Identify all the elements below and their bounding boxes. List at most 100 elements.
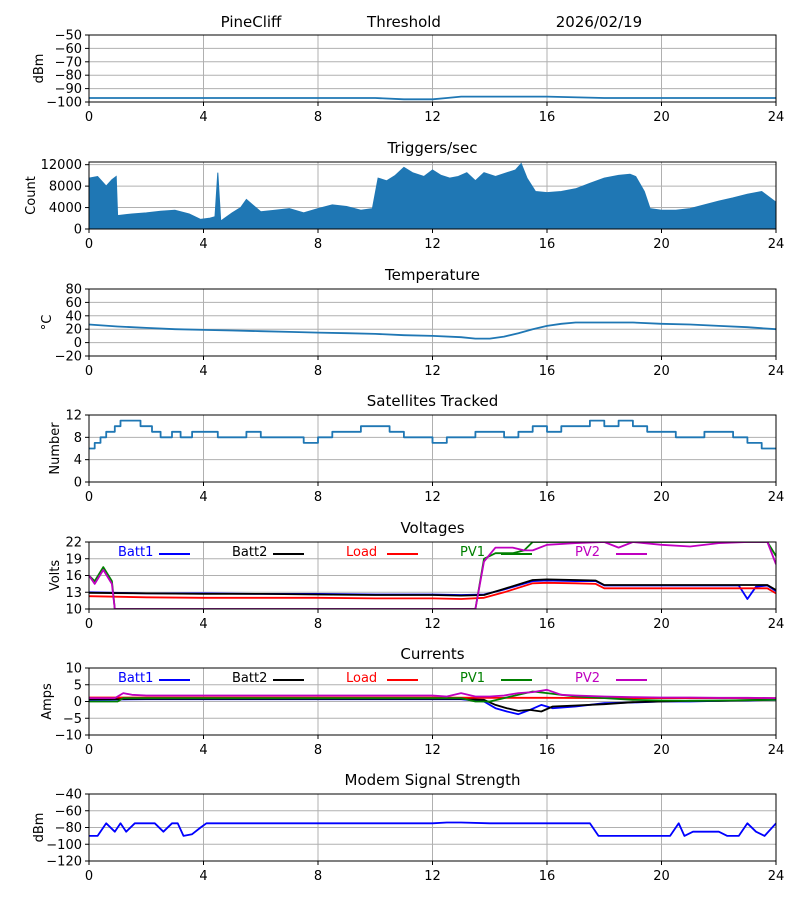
y-tick-label: −20 (55, 350, 82, 365)
y-tick-label: −10 (55, 729, 82, 744)
plot-area (89, 162, 776, 229)
plot-area (89, 542, 776, 609)
y-axis-label: Amps (40, 683, 55, 720)
x-tick-label: 20 (653, 869, 670, 884)
y-tick-label: 16 (65, 569, 82, 584)
header-date: 2026/02/19 (556, 13, 642, 31)
y-axis-label: dBm (32, 54, 47, 84)
x-tick-label: 16 (539, 869, 556, 884)
x-tick-label: 8 (314, 617, 322, 632)
x-tick-label: 24 (768, 110, 785, 125)
y-tick-label: −60 (55, 42, 82, 57)
x-tick-label: 8 (314, 237, 322, 252)
plot-area (89, 688, 776, 716)
series-line-load (89, 581, 776, 600)
x-tick-label: 24 (768, 490, 785, 505)
x-tick-label: 8 (314, 869, 322, 884)
y-tick-label: 80 (65, 283, 82, 298)
y-tick-label: 60 (65, 296, 82, 311)
x-tick-label: 12 (424, 869, 441, 884)
legend: Batt1 Batt2 Load PV1 PV2 (118, 545, 647, 560)
x-tick-label: 12 (424, 364, 441, 379)
y-tick-label: 4000 (49, 201, 82, 216)
x-tick-label: 24 (768, 743, 785, 758)
chart-title: Temperature (384, 266, 480, 284)
y-tick-label: 10 (65, 662, 82, 677)
x-tick-label: 4 (199, 490, 207, 505)
x-tick-label: 24 (768, 617, 785, 632)
y-tick-label: −70 (55, 55, 82, 70)
series-line (89, 321, 776, 340)
x-tick-label: 16 (539, 743, 556, 758)
y-tick-label: 4 (74, 453, 82, 468)
y-tick-label: 40 (65, 309, 82, 324)
y-tick-label: −100 (46, 96, 82, 111)
x-tick-label: 8 (314, 490, 322, 505)
x-tick-label: 0 (85, 617, 93, 632)
x-tick-label: 8 (314, 364, 322, 379)
y-axis-label: dBm (32, 813, 47, 843)
legend-label-pv2: PV2 (575, 671, 600, 686)
x-tick-label: 8 (314, 743, 322, 758)
x-tick-label: 24 (768, 364, 785, 379)
y-axis-label: Number (48, 422, 63, 475)
y-tick-label: −80 (55, 821, 82, 836)
x-tick-label: 24 (768, 869, 785, 884)
x-tick-label: 16 (539, 237, 556, 252)
series-line (89, 95, 776, 101)
y-axis-label: Volts (48, 560, 63, 592)
plot-area (89, 821, 776, 837)
y-tick-label: −50 (55, 29, 82, 44)
header-station: PineCliff (221, 13, 282, 31)
x-tick-label: 4 (199, 110, 207, 125)
y-tick-label: 12000 (41, 158, 82, 173)
x-tick-label: 4 (199, 364, 207, 379)
x-tick-label: 20 (653, 110, 670, 125)
chart-title: Modem Signal Strength (345, 771, 521, 789)
x-tick-label: 20 (653, 490, 670, 505)
series-line (89, 821, 776, 837)
y-tick-label: −120 (46, 855, 82, 870)
y-tick-label: 0 (74, 223, 82, 238)
y-tick-label: 10 (65, 603, 82, 618)
x-tick-label: 8 (314, 110, 322, 125)
x-tick-label: 0 (85, 743, 93, 758)
y-tick-label: 13 (65, 586, 82, 601)
y-tick-label: 0 (74, 695, 82, 710)
legend-label-batt2: Batt2 (232, 671, 267, 686)
x-tick-label: 0 (85, 869, 93, 884)
legend-label-load: Load (346, 671, 377, 686)
y-tick-label: −100 (46, 838, 82, 853)
chart-title: Voltages (400, 519, 464, 537)
x-tick-label: 16 (539, 364, 556, 379)
y-tick-label: −40 (55, 788, 82, 803)
legend-label-batt2: Batt2 (232, 545, 267, 560)
y-tick-label: 8 (74, 431, 82, 446)
series-area (89, 162, 776, 229)
x-tick-label: 12 (424, 110, 441, 125)
legend-label-pv1: PV1 (460, 545, 485, 560)
x-tick-label: 20 (653, 617, 670, 632)
y-tick-label: 8000 (49, 180, 82, 195)
y-tick-label: 20 (65, 323, 82, 338)
y-axis-label: °C (40, 315, 55, 331)
legend: Batt1 Batt2 Load PV1 PV2 (118, 671, 647, 686)
y-axis-label: Count (24, 176, 39, 215)
x-tick-label: 16 (539, 110, 556, 125)
series-line-pv1 (89, 690, 776, 703)
chart-title: Triggers/sec (387, 139, 478, 157)
x-tick-label: 12 (424, 237, 441, 252)
plot-area (89, 321, 776, 340)
chart-title: Satellites Tracked (367, 392, 498, 410)
x-tick-label: 12 (424, 743, 441, 758)
y-tick-label: 0 (74, 476, 82, 491)
x-tick-label: 24 (768, 237, 785, 252)
x-tick-label: 20 (653, 237, 670, 252)
x-tick-label: 0 (85, 110, 93, 125)
